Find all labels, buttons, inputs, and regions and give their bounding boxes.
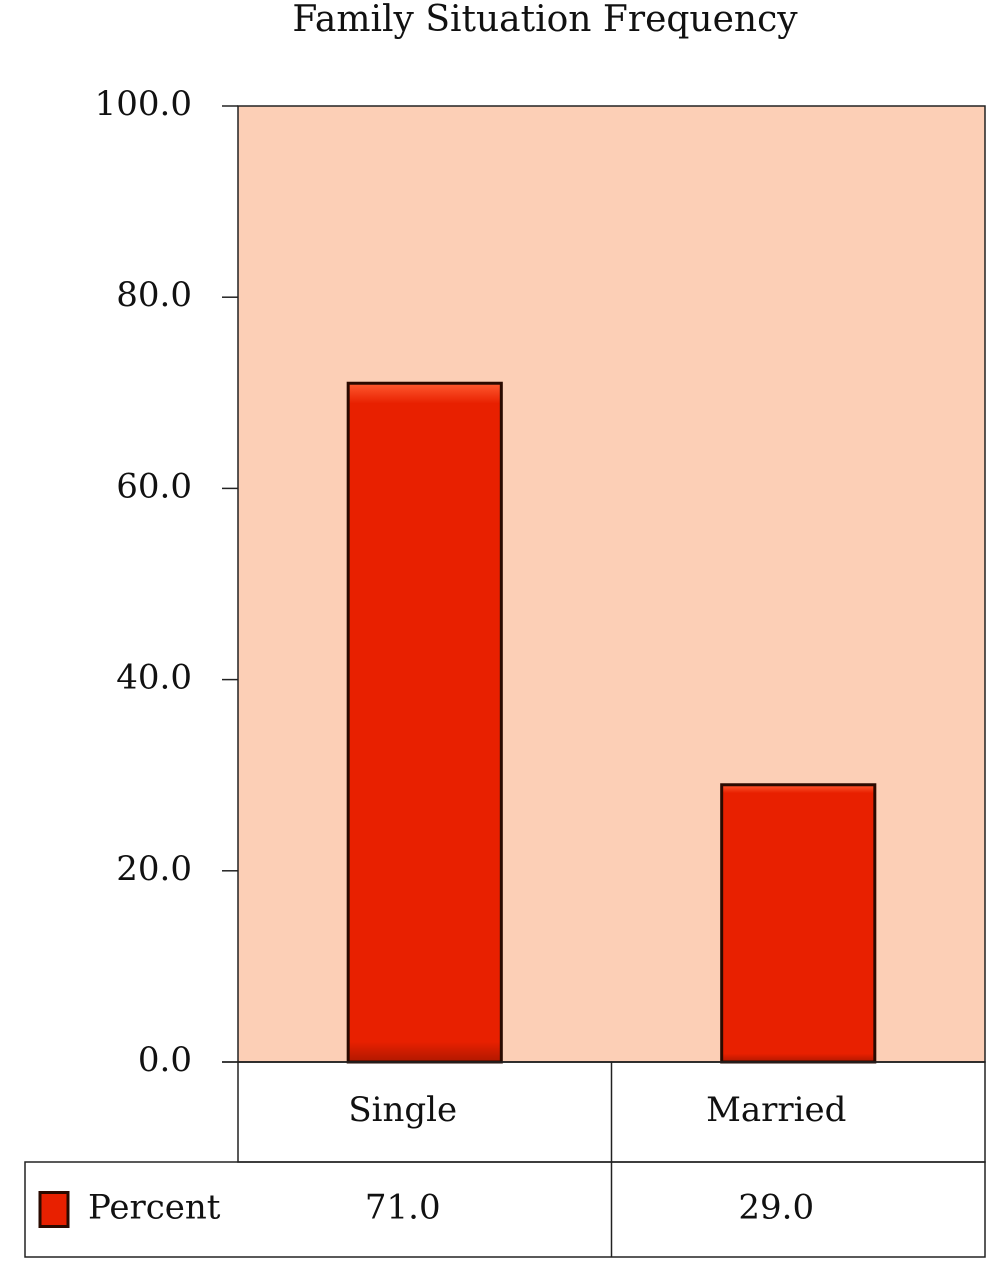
y-tick-label: 20.0 — [116, 849, 192, 889]
legend-label: Percent — [88, 1188, 221, 1228]
legend-swatch — [38, 1191, 70, 1228]
x-tick-label: Married — [706, 1090, 846, 1130]
table-frame — [24, 1161, 986, 1258]
y-tick-label: 0.0 — [138, 1040, 192, 1080]
y-tick-label: 60.0 — [116, 466, 192, 506]
bar — [346, 381, 503, 1064]
y-tick-label: 100.0 — [95, 84, 192, 124]
chart-title: Family Situation Frequency — [292, 0, 798, 40]
x-tick-label: Single — [348, 1090, 457, 1130]
y-tick-label: 80.0 — [116, 275, 192, 315]
y-tick-label: 40.0 — [116, 658, 192, 698]
bar — [720, 783, 877, 1064]
data-label: 29.0 — [738, 1188, 814, 1228]
data-label: 71.0 — [365, 1188, 441, 1228]
